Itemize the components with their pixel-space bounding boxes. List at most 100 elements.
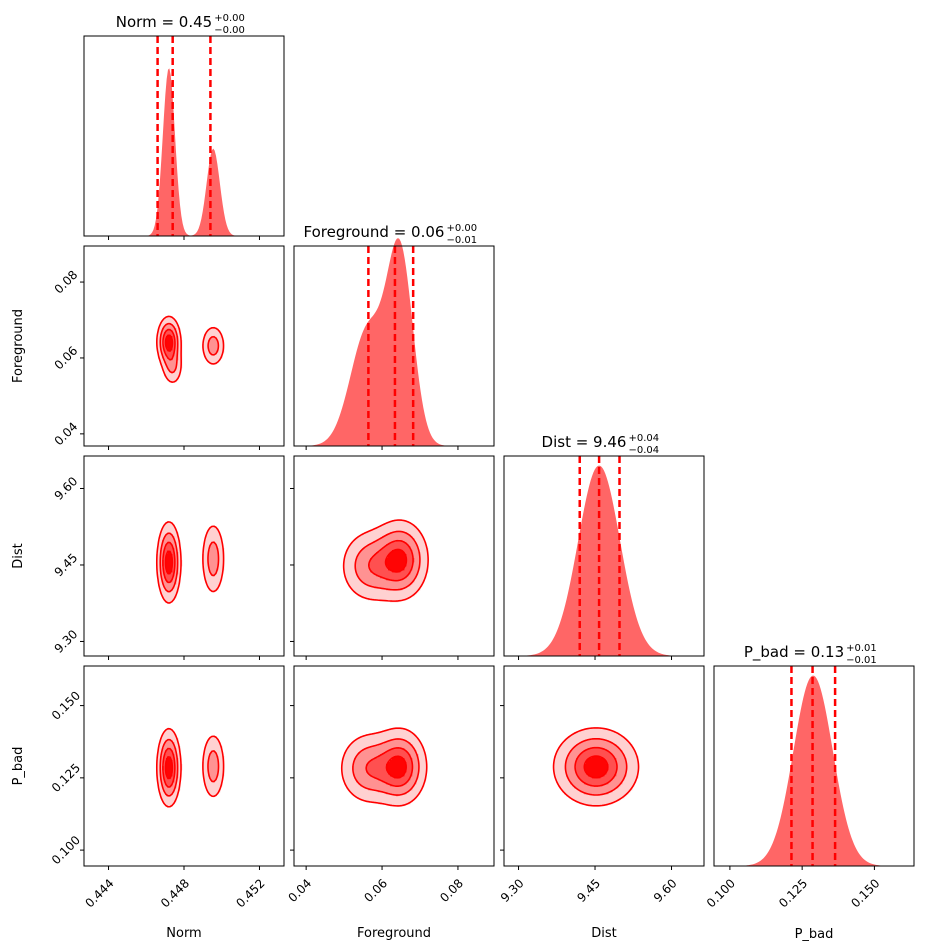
panel-title: Dist = 9.46: [542, 433, 627, 451]
x-axis-norm: 0.444 0.448 0.452 Norm: [82, 876, 267, 941]
contour-line-level-3: [162, 541, 176, 584]
contour-line-level-4: [385, 755, 407, 779]
x-tick-label: 9.30: [498, 876, 527, 905]
y-tick-label: 9.30: [52, 627, 81, 656]
x-tick-label: 0.444: [82, 876, 116, 910]
contour-line-level-4: [384, 548, 408, 573]
x-tick-label: 9.45: [574, 876, 603, 905]
contour-panel-p_bad-vs-foreground: [293, 665, 495, 867]
x-axis-label: Dist: [591, 926, 617, 941]
x-axis-label: Foreground: [357, 926, 431, 941]
contour-line-level-2: [352, 738, 420, 796]
x-tick-label: 0.125: [776, 876, 810, 910]
contour-frame: [83, 245, 285, 447]
y-axis-foreground: 0.04 0.06 0.08 Foreground: [11, 268, 80, 449]
y-tick-label: 0.08: [52, 268, 81, 297]
hist-frame: [503, 455, 705, 657]
contour-panel-dist-vs-norm: [83, 455, 285, 657]
contour-line-level-4: [583, 755, 609, 779]
contour-line-level-3: [162, 328, 176, 361]
contour-fill-level-4: [166, 758, 173, 779]
contour-fill-level-4: [584, 756, 609, 779]
x-tick-label: 0.448: [158, 876, 192, 910]
x-tick-label: 9.60: [651, 876, 680, 905]
x-tick-label: 0.08: [437, 876, 466, 905]
contour-frame: [293, 665, 495, 867]
title-plus-error: +0.04: [628, 433, 659, 444]
histogram-fill: [714, 675, 914, 866]
y-axis-dist: 9.30 9.45 9.60 Dist: [11, 474, 80, 656]
panel-ticks: [290, 705, 459, 870]
contour-fill-level-2: [160, 740, 219, 797]
contour-fill-level-4: [386, 756, 407, 779]
panel-ticks: [108, 236, 260, 240]
contour-frame: [503, 665, 705, 867]
hist-frame: [293, 245, 495, 447]
x-tick-label: 0.150: [848, 876, 882, 910]
panel-title: P_bad = 0.13: [744, 643, 844, 662]
hist-frame: [83, 35, 285, 237]
y-tick-label: 9.60: [52, 474, 81, 503]
panel-ticks: [729, 866, 875, 870]
y-tick-label: 9.45: [52, 551, 81, 580]
x-tick-label: 0.04: [285, 876, 314, 905]
x-tick-label: 0.452: [233, 876, 267, 910]
x-axis-label: P_bad: [795, 927, 834, 942]
y-axis-p_bad: 0.100 0.125 0.150 P_bad: [11, 688, 83, 867]
contour-line-level-4: [164, 550, 174, 575]
contour-fill-level-2: [352, 740, 419, 797]
contour-line-level-3: [365, 747, 414, 788]
title-minus-error: −0.01: [446, 235, 477, 246]
contour-line-level-3: [368, 539, 414, 582]
y-tick-label: 0.04: [52, 419, 81, 448]
y-axis-label: Dist: [11, 543, 26, 569]
contour-fill-level-4: [386, 550, 407, 573]
y-axis-label: P_bad: [11, 747, 26, 786]
contour-line-level-2: [564, 737, 628, 796]
contour-panel-dist-vs-foreground: [293, 455, 495, 657]
histogram-fill: [294, 238, 494, 446]
x-axis-foreground: 0.04 0.06 0.08 Foreground: [285, 876, 466, 941]
contour-frame: [83, 455, 285, 657]
hist-panel-dist: Dist = 9.46 +0.04−0.04: [503, 433, 705, 657]
y-tick-label: 0.06: [52, 344, 81, 373]
y-tick-label: 0.100: [49, 833, 83, 867]
y-tick-label: 0.125: [49, 761, 83, 795]
contour-line-level-2: [159, 532, 220, 593]
y-tick-label: 0.150: [49, 688, 83, 722]
panel-title: Foreground = 0.06: [304, 223, 445, 241]
contour-line-level-4: [164, 756, 174, 780]
hist-panel-foreground: Foreground = 0.06 +0.00−0.01: [293, 223, 495, 447]
contour-line-level-3: [162, 747, 176, 788]
contour-fill-level-4: [166, 336, 173, 351]
contour-frame: [293, 455, 495, 657]
panel-ticks: [80, 281, 260, 450]
title-minus-error: −0.00: [214, 25, 245, 36]
panel-ticks: [500, 705, 673, 870]
panel-ticks: [518, 656, 673, 660]
contour-line-level-1: [156, 315, 225, 383]
x-axis-dist: 9.30 9.45 9.60 Dist: [498, 876, 680, 941]
title-minus-error: −0.04: [628, 445, 659, 456]
contour-line-level-1: [155, 521, 225, 604]
panel-ticks: [305, 446, 459, 450]
hist-panel-norm: Norm = 0.45 +0.00−0.00: [83, 13, 285, 237]
histogram-fill: [504, 465, 704, 656]
title-plus-error: +0.00: [214, 13, 245, 24]
contour-line-level-3: [574, 746, 618, 787]
title-plus-error: +0.01: [846, 643, 877, 654]
title-plus-error: +0.00: [446, 223, 477, 234]
contour-frame: [83, 665, 285, 867]
histogram-fill: [84, 68, 284, 236]
contour-panel-p_bad-vs-norm: [83, 665, 285, 867]
contour-line-level-1: [155, 727, 225, 808]
contour-fill-level-1: [156, 522, 225, 603]
contour-line-level-1: [552, 727, 640, 807]
contour-line-level-2: [159, 738, 220, 797]
x-tick-label: 0.06: [361, 876, 390, 905]
contour-line-level-1: [342, 519, 429, 602]
y-axis-label: Foreground: [11, 309, 26, 383]
contour-line-level-2: [354, 530, 421, 591]
contour-line-level-1: [340, 727, 428, 807]
x-axis-label: Norm: [166, 926, 201, 941]
